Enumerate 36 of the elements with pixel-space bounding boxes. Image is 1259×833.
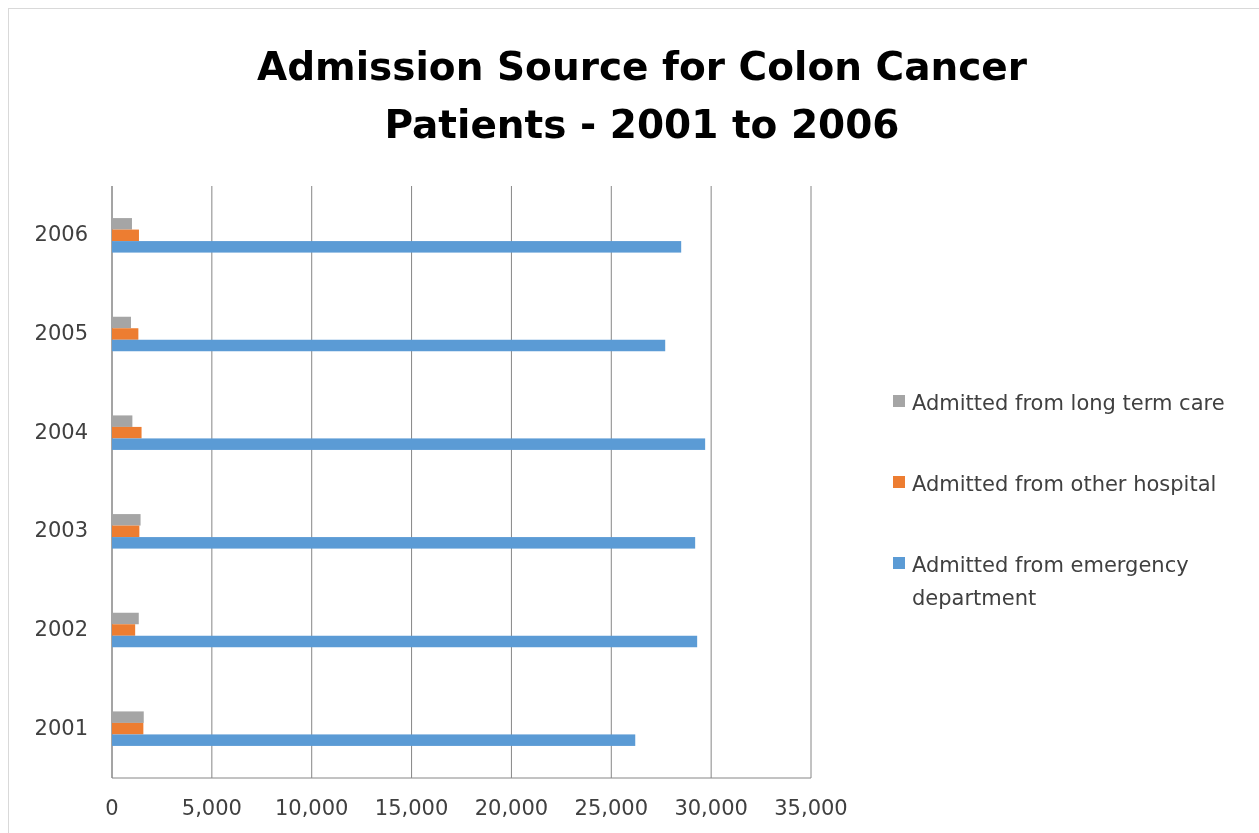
bar <box>112 722 144 735</box>
y-tick-label: 2004 <box>34 419 88 444</box>
bar <box>112 415 133 427</box>
x-tick-label: 35,000 <box>774 796 848 820</box>
bar <box>112 218 132 230</box>
bar <box>112 635 698 648</box>
bar <box>112 241 682 253</box>
legend-label: Admitted from other hospital <box>912 472 1217 496</box>
y-tick-label: 2001 <box>34 715 88 740</box>
x-tick-label: 10,000 <box>274 796 349 820</box>
bar <box>112 514 141 526</box>
bar <box>112 537 696 549</box>
bar <box>112 525 140 538</box>
y-tick-label: 2005 <box>34 321 88 345</box>
legend-label: Admitted from emergency department <box>912 553 1189 610</box>
x-tick-label: 20,000 <box>474 796 549 820</box>
y-tick-label: 2006 <box>34 222 88 247</box>
bar <box>112 316 131 329</box>
x-tick-label: 5,000 <box>181 796 242 820</box>
x-tick-label: 25,000 <box>574 796 649 820</box>
bar <box>112 711 144 723</box>
bar <box>112 229 139 242</box>
bar <box>112 438 706 450</box>
bar <box>112 426 142 439</box>
y-tick-label: 2002 <box>34 617 88 641</box>
chart-title: Admission Source for Colon Cancer Patients - 2001 to 2006 <box>256 44 1028 147</box>
bar <box>112 612 139 625</box>
y-tick-label: 2003 <box>34 518 88 543</box>
x-tick-label: 0 <box>105 796 119 820</box>
bar <box>112 734 636 746</box>
bar <box>112 328 139 340</box>
legend-label: Admitted from long term care <box>912 391 1225 415</box>
bar <box>112 624 136 636</box>
bar <box>112 339 666 352</box>
x-tick-label: 30,000 <box>674 796 748 820</box>
x-tick-label: 15,000 <box>374 796 449 820</box>
